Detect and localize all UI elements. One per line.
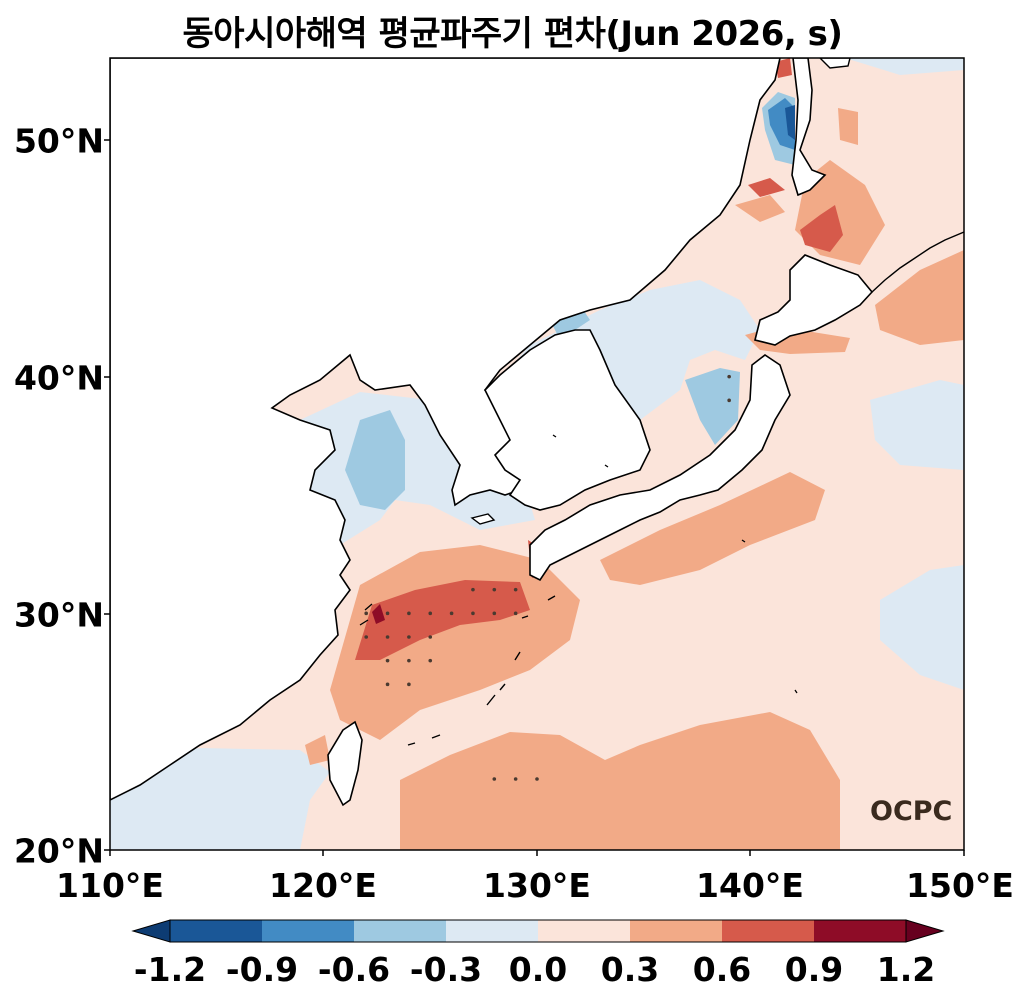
anomaly-fill-strong-positive-tatar <box>748 178 785 197</box>
colorbar-segment <box>262 920 354 942</box>
land-kuril-islands <box>871 231 964 293</box>
anomaly-fill-medium-positive-northeast <box>875 250 964 345</box>
significance-dot <box>535 777 539 781</box>
colorbar-segment <box>446 920 538 942</box>
significance-dot <box>364 611 369 616</box>
anomaly-fill-medium-negative-sado <box>685 368 740 445</box>
anomaly-fill-strong-positive-okhotsk <box>800 205 843 252</box>
lon-tick-label: 140°E <box>696 866 804 905</box>
land-ryukyu-islands <box>407 651 521 746</box>
significance-dot <box>471 611 475 616</box>
significance-dot <box>449 611 454 616</box>
colorbar-tick-label: 0.3 <box>600 950 660 989</box>
significance-dot <box>492 587 497 592</box>
land-kyushu-shikoku-honshu <box>529 354 791 582</box>
anomaly-fill-very-strong-negative-tatar <box>785 105 795 140</box>
land-taiwan <box>327 720 363 807</box>
colorbar-tick-label: 0.9 <box>784 950 844 989</box>
anomaly-fill-light-negative-east <box>870 380 964 470</box>
colorbar <box>131 919 945 943</box>
colorbar-extend-max <box>905 919 945 943</box>
significance-dot <box>471 587 475 592</box>
map-plot-area <box>110 58 964 850</box>
significance-dot <box>727 374 731 379</box>
significance-dot <box>407 682 411 687</box>
significance-dot <box>492 777 497 781</box>
anomaly-fill-medium-positive-south-china <box>305 735 330 765</box>
colorbar-tick-label: -0.3 <box>409 950 483 989</box>
colorbar-segment <box>630 920 722 942</box>
colorbar-tick-label: 1.2 <box>876 950 936 989</box>
colorbar-segment <box>354 920 446 942</box>
colorbar-segment <box>722 920 814 942</box>
anomaly-fill-medium-positive-pacific <box>600 472 825 585</box>
map-title: 동아시아해역 평균파주기 편차(Jun 2026, s) <box>182 14 843 54</box>
anomaly-fill-very-strong-positive-ecs <box>372 604 385 624</box>
anomaly-fill-medium-positive-tatar-south <box>735 195 785 222</box>
anomaly-fill-light-negative-north <box>845 58 964 75</box>
land-mainland-asia <box>110 58 781 801</box>
colorbar-tick-label: -0.9 <box>225 950 299 989</box>
land-sakhalin <box>791 58 827 197</box>
significance-dot <box>385 658 390 663</box>
colorbar-segment <box>538 920 630 942</box>
colorbar-tick-label: 0.6 <box>692 950 752 989</box>
colorbar-segment <box>814 920 906 942</box>
colorbar-tick-label: 0.0 <box>508 950 568 989</box>
land-small-islands <box>521 434 798 694</box>
land-korean-peninsula <box>484 329 651 511</box>
significance-dot <box>385 682 390 687</box>
significance-dot <box>407 635 411 639</box>
significance-dot <box>385 611 390 616</box>
lon-tick-label: 150°E <box>906 866 1014 905</box>
significance-dot <box>513 611 518 616</box>
lat-tick-label: 50°N <box>13 121 104 161</box>
anomaly-fill-light-negative-south-china <box>110 748 330 850</box>
significance-dot <box>492 611 497 616</box>
significance-stippling <box>364 374 731 781</box>
axis-ticks <box>104 139 965 856</box>
significance-dot <box>428 635 433 639</box>
ocpc-logo: OCPC <box>870 796 953 827</box>
anomaly-fill-medium-positive-philippine <box>400 712 840 850</box>
anomaly-fill-medium-positive-kuril <box>838 108 858 145</box>
land-jeju-island <box>470 513 496 525</box>
land-kamchatka-okhotsk-coast <box>819 58 851 69</box>
colorbar-tick-label: -1.2 <box>133 950 207 989</box>
anomaly-fill-light-negative-east2 <box>880 565 964 690</box>
significance-dot <box>513 777 518 781</box>
colorbar-extend-min <box>131 919 171 943</box>
significance-dot <box>513 587 518 592</box>
significance-dot <box>385 635 390 639</box>
lon-tick-label: 120°E <box>269 866 377 905</box>
colorbar-frame <box>169 919 907 943</box>
significance-dot <box>364 635 369 639</box>
lon-tick-label: 130°E <box>483 866 591 905</box>
anomaly-fill-medium-negative-bohai <box>345 410 405 510</box>
land-zhoushan-islands <box>359 603 373 626</box>
colorbar-segment <box>170 920 262 942</box>
land-hokkaido <box>754 254 874 346</box>
lat-tick-label: 20°N <box>13 831 104 871</box>
significance-dot <box>407 611 411 616</box>
significance-dot <box>428 611 433 616</box>
significance-dot <box>428 658 433 663</box>
lon-tick-label: 110°E <box>56 866 164 905</box>
lat-tick-label: 30°N <box>13 595 104 635</box>
significance-dot <box>727 398 731 403</box>
anomaly-fill-strong-positive-ecs <box>355 580 530 660</box>
significance-dot <box>407 658 411 663</box>
colorbar-tick-label: -0.6 <box>317 950 391 989</box>
lat-tick-label: 40°N <box>13 358 104 398</box>
